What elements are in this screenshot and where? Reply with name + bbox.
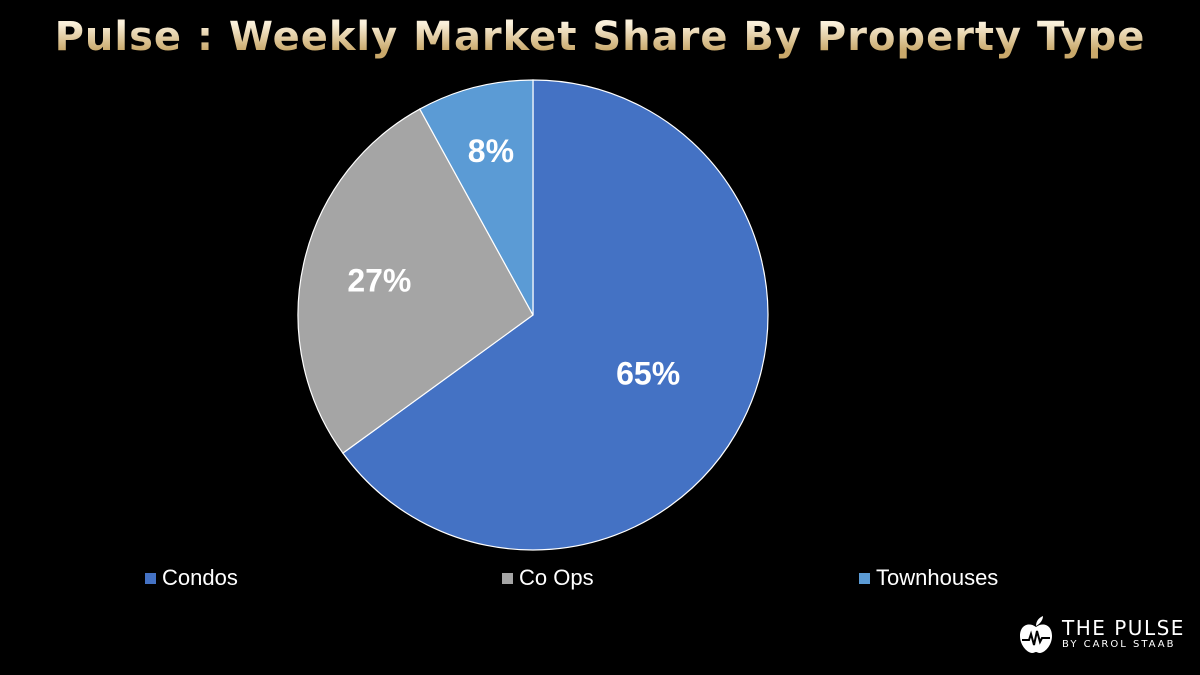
data-label-co-ops: 27% [347,263,411,299]
brand-logo: THE PULSE BY CAROL STAAB [1018,612,1188,656]
legend-item-townhouses: Townhouses [859,565,998,591]
legend-label-condos: Condos [162,565,238,591]
legend-item-co-ops: Co Ops [502,565,594,591]
legend-item-condos: Condos [145,565,238,591]
apple-heartbeat-icon [1018,614,1054,654]
logo-tagline: BY CAROL STAAB [1062,639,1185,651]
logo-name: THE PULSE [1062,617,1185,639]
data-label-townhouses: 8% [468,133,514,169]
legend-label-co-ops: Co Ops [519,565,594,591]
legend-swatch-condos [145,573,156,584]
legend-swatch-co-ops [502,573,513,584]
data-label-condos: 65% [616,356,680,392]
legend-label-townhouses: Townhouses [876,565,998,591]
legend-swatch-townhouses [859,573,870,584]
